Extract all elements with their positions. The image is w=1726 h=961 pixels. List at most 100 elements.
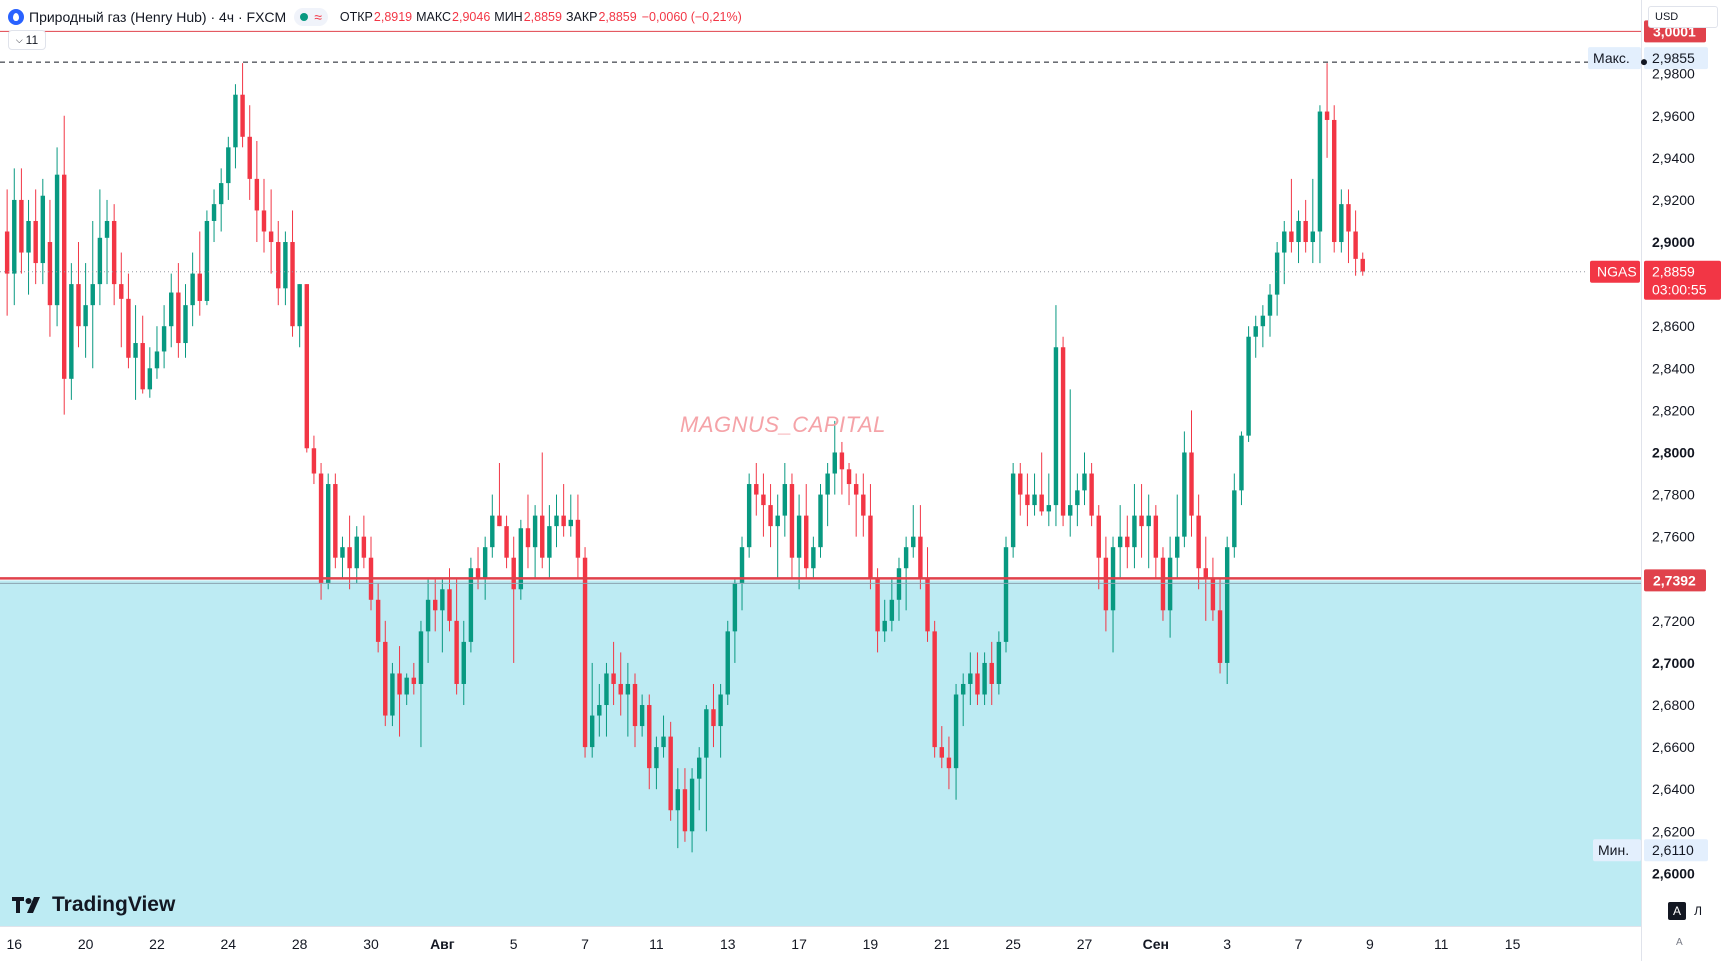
candle-body-24 (176, 292, 181, 344)
watermark: MAGNUS_CAPITAL (680, 412, 886, 437)
candle-body-186 (1331, 119, 1337, 243)
candle-body-86 (618, 683, 623, 695)
candle-body-8 (62, 174, 67, 379)
candle-body-40 (290, 242, 295, 327)
candle-body-136 (975, 673, 980, 695)
open-value: 2,8919 (373, 10, 413, 24)
candle-body-100 (718, 694, 723, 727)
candle-body-80 (575, 519, 581, 558)
time-label-14: 25 (1005, 936, 1021, 952)
candle-body-53 (383, 641, 388, 716)
candle-body-69 (497, 515, 502, 527)
candle-body-23 (169, 292, 174, 327)
candle-body-139 (996, 641, 1002, 684)
candle-body-119 (853, 484, 859, 495)
time-label-9: 11 (649, 936, 664, 952)
candle-body-157 (1125, 536, 1130, 548)
candle-body-142 (1018, 473, 1023, 495)
candle-body-148 (1060, 347, 1066, 516)
candle-body-68 (490, 515, 495, 548)
market-status[interactable]: ≈ (294, 8, 328, 26)
candle-body-189 (1353, 231, 1358, 259)
candle-body-41 (297, 284, 302, 327)
candle-body-18 (133, 343, 138, 358)
candle-body-2 (19, 199, 24, 253)
price-tick-10: 2,8000 (1652, 444, 1695, 460)
candle-body-123 (882, 620, 887, 632)
tradingview-logo-text: TradingView (52, 893, 176, 916)
indicators-toggle-button[interactable]: ⌵ 11 (8, 30, 46, 50)
candle-body-94 (675, 789, 681, 811)
candle-body-87 (625, 683, 631, 695)
candle-body-76 (547, 526, 552, 558)
candle-body-11 (83, 305, 88, 327)
candle-body-174 (1246, 336, 1251, 436)
price-tick-0: 2,6000 (1652, 865, 1695, 881)
candle-body-56 (404, 677, 409, 695)
low-value-bg (1644, 839, 1708, 862)
price-tick-3: 2,6600 (1652, 739, 1695, 755)
candle-body-72 (518, 528, 524, 590)
candle-body-39 (283, 242, 288, 289)
candle-body-103 (739, 547, 745, 583)
candle-body-147 (1053, 347, 1059, 506)
candle-body-151 (1082, 473, 1087, 491)
candle-body-67 (482, 547, 488, 579)
candle-body-132 (946, 757, 952, 769)
currency-selector[interactable]: USD (1648, 6, 1718, 28)
candle-body-104 (746, 484, 752, 548)
candle-body-91 (654, 747, 659, 769)
candle-body-16 (119, 284, 124, 299)
candle-body-71 (511, 557, 516, 590)
candle-body-33 (240, 94, 245, 137)
candle-body-10 (76, 284, 81, 327)
candle-body-90 (647, 705, 652, 769)
price-tick-19: 2,9800 (1652, 66, 1695, 82)
price-tick-12: 2,8400 (1652, 360, 1695, 376)
candle-body-17 (126, 298, 131, 358)
chart-legend: Природный газ (Henry Hub) · 4ч · FXCM ≈ … (8, 6, 742, 28)
time-label-8: 7 (581, 936, 589, 952)
candle-body-114 (818, 494, 823, 548)
last-price-bg (1644, 260, 1721, 300)
candle-body-0 (4, 231, 10, 274)
candle-body-190 (1360, 258, 1365, 272)
time-label-4: 28 (292, 936, 308, 952)
candle-body-63 (454, 620, 459, 684)
candle-body-176 (1260, 315, 1266, 327)
candle-body-122 (875, 578, 880, 632)
candle-body-144 (1032, 494, 1037, 506)
candle-body-130 (932, 631, 937, 748)
candle-body-22 (161, 326, 167, 352)
candle-body-107 (768, 505, 773, 527)
open-label: ОТКР (339, 10, 373, 24)
tradingview-logo[interactable]: TradingView (12, 893, 175, 917)
price-tick-17: 2,9400 (1652, 150, 1695, 166)
low-label: МИН (494, 10, 523, 24)
candle-body-35 (254, 178, 260, 211)
candle-body-70 (504, 526, 509, 558)
candle-body-44 (318, 473, 324, 583)
candle-body-145 (1039, 494, 1044, 512)
auto-scale-button[interactable]: A (1668, 902, 1686, 920)
candle-body-180 (1289, 231, 1294, 243)
candle-body-47 (340, 547, 345, 558)
candle-body-175 (1253, 326, 1258, 337)
candle-body-37 (268, 231, 274, 243)
log-scale-button[interactable]: Л (1694, 904, 1702, 918)
candle-body-73 (525, 528, 531, 548)
indicators-count: 11 (25, 33, 39, 47)
high-mark-bg (1588, 47, 1641, 70)
time-label-2: 22 (149, 936, 165, 952)
candle-body-64 (461, 641, 466, 684)
price-tick-8: 2,7600 (1652, 529, 1695, 545)
candle-body-181 (1296, 220, 1301, 243)
axis-settings-button[interactable]: A (1676, 937, 1683, 948)
candle-body-27 (197, 273, 202, 301)
symbol-title[interactable]: Природный газ (Henry Hub) · 4ч · FXCM (29, 9, 287, 25)
price-tick-18: 2,9600 (1652, 108, 1695, 124)
price-tick-6: 2,7200 (1652, 613, 1695, 629)
time-label-12: 19 (863, 936, 879, 952)
